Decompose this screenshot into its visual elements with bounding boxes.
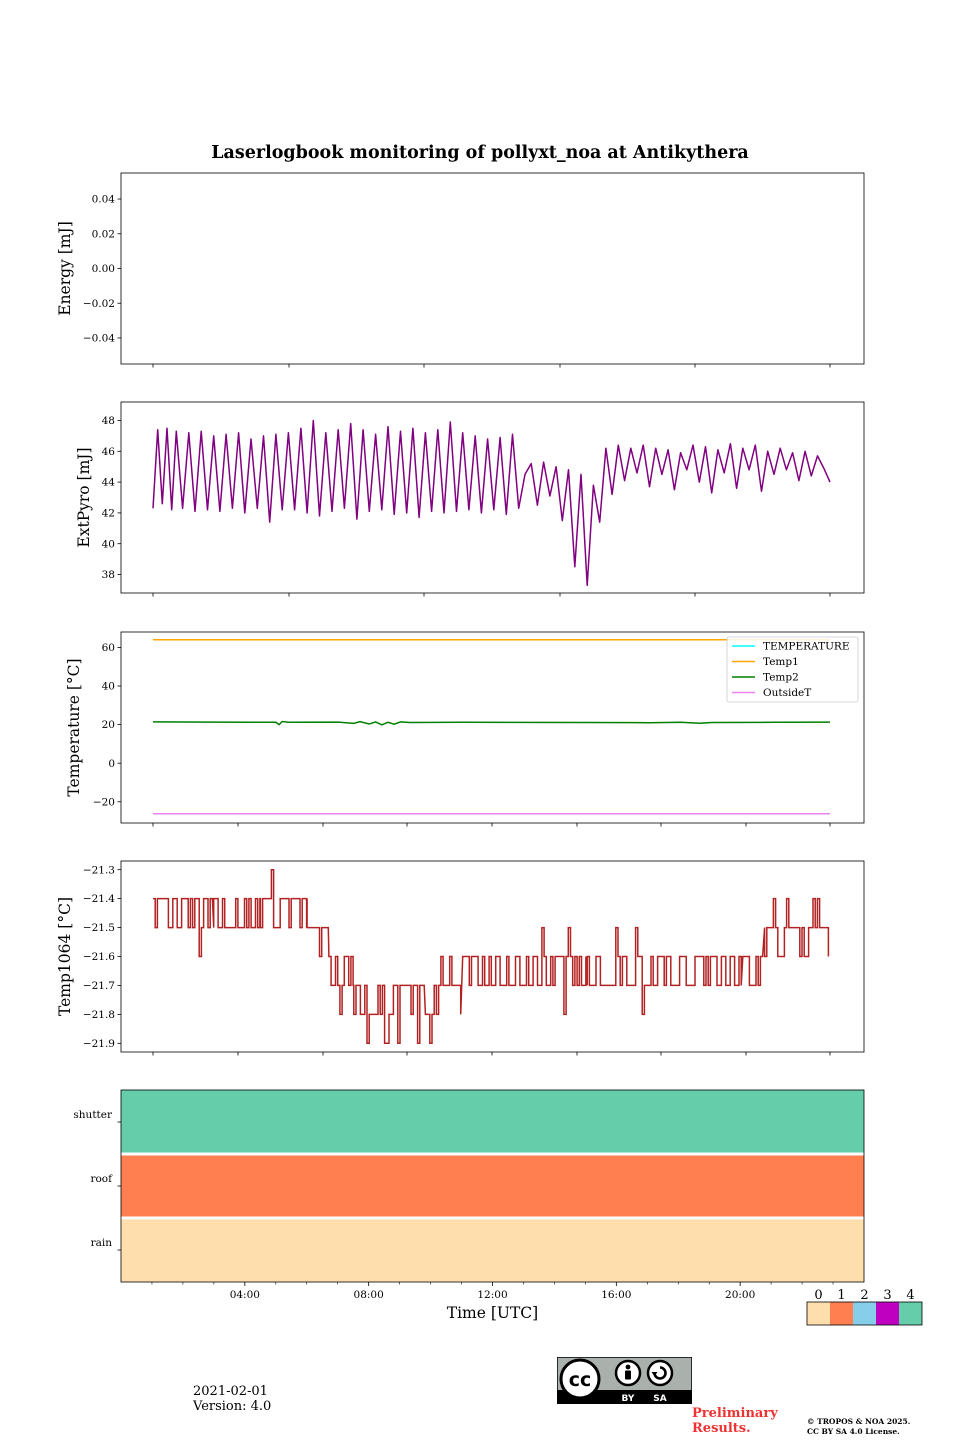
- extpyro-ytick-label: 44: [102, 477, 116, 489]
- copyright-note: © TROPOS & NOA 2025. CC BY SA 4.0 Licens…: [807, 1417, 910, 1437]
- extpyro-ytick-label: 38: [102, 569, 115, 581]
- temperature-ytick-label: 60: [102, 642, 115, 654]
- flag-row-label: rain: [91, 1237, 113, 1249]
- svg-text:BY: BY: [622, 1394, 635, 1404]
- colorbar-frame: [806, 1301, 923, 1326]
- flags-xtick-label: 12:00: [477, 1289, 507, 1301]
- legend-frame: [726, 636, 859, 703]
- temp1064-ytick-label: −21.7: [83, 980, 115, 992]
- flags-xtick-label: 08:00: [354, 1289, 384, 1301]
- preliminary-line-1: Preliminary: [692, 1406, 778, 1421]
- extpyro-frame: [120, 401, 865, 594]
- temperature-ytick-label: 40: [102, 681, 115, 693]
- temperature-panel: −20 0 20 40 60 Temperature [°C] TEMPERATURE Tem…: [65, 631, 865, 827]
- version-label: Version: 4.0: [193, 1399, 272, 1414]
- energy-ytick-label: 0.00: [92, 263, 115, 275]
- legend-label: OutsideT: [763, 687, 811, 699]
- date-label: 2021-02-01: [193, 1384, 268, 1399]
- temp1064-ylabel: Temp1064 [°C]: [56, 897, 74, 1016]
- flag-row-rain: [121, 1218, 864, 1282]
- energy-frame: [120, 172, 865, 365]
- energy-ytick-label: 0.02: [92, 228, 115, 240]
- temperature-ytick-label: −20: [93, 796, 115, 808]
- extpyro-ytick-label: 42: [102, 508, 115, 520]
- flag-row-label: shutter: [73, 1109, 113, 1121]
- copyright-line-1: © TROPOS & NOA 2025.: [807, 1417, 911, 1426]
- legend-label: TEMPERATURE: [763, 641, 850, 653]
- extpyro-ytick-label: 48: [102, 415, 115, 427]
- energy-ytick-label: −0.02: [83, 298, 115, 310]
- temp1064-ytick-label: −21.9: [83, 1038, 115, 1050]
- temp1064-panel: −21.9 −21.8 −21.7 −21.6 −21.5 −21.4 −21.3 Temp1…: [56, 860, 865, 1056]
- preliminary-note: Preliminary Results.: [692, 1406, 778, 1436]
- colorbar-label: 2: [860, 1288, 868, 1303]
- temperature-ylabel: Temperature [°C]: [65, 658, 83, 796]
- flag-row-shutter: [121, 1090, 864, 1154]
- energy-ylabel: Energy [mJ]: [56, 221, 74, 316]
- flag-row-label: roof: [90, 1173, 113, 1185]
- colorbar-label: 3: [883, 1288, 891, 1303]
- copyright-line-2: CC BY SA 4.0 License.: [807, 1427, 900, 1436]
- extpyro-panel: 38 40 42 44 46 48 ExtPyro [mJ]: [75, 401, 865, 597]
- colorbar-swatch-0: [807, 1302, 830, 1325]
- colorbar-label: 1: [837, 1288, 845, 1303]
- temperature-legend: TEMPERATURE Temp1 Temp2 OutsideT: [726, 636, 859, 703]
- temperature-frame: [120, 631, 865, 824]
- legend-label: Temp2: [763, 672, 799, 684]
- temperature-series-temp2: [152, 720, 831, 726]
- extpyro-ytick-label: 46: [102, 446, 116, 458]
- temp1064-ytick-label: −21.6: [83, 951, 115, 963]
- temp1064-ytick-label: −21.4: [83, 893, 115, 905]
- temperature-ytick-label: 0: [108, 758, 115, 770]
- temp1064-frame: [120, 860, 865, 1053]
- figure-title: Laserlogbook monitoring of pollyxt_noa a…: [211, 143, 749, 163]
- flags-xlabel: Time [UTC]: [447, 1304, 538, 1322]
- colorbar-swatch-3: [876, 1302, 899, 1325]
- svg-text:SA: SA: [653, 1394, 666, 1404]
- colorbar-swatch-4: [899, 1302, 922, 1325]
- svg-text:cc: cc: [569, 1369, 592, 1391]
- colorbar-label: 4: [906, 1288, 914, 1303]
- colorbar-swatch-1: [830, 1302, 853, 1325]
- extpyro-ytick-label: 40: [102, 538, 115, 550]
- temperature-ytick-label: 20: [102, 719, 115, 731]
- energy-ytick-label: 0.04: [92, 194, 116, 206]
- date-version-block: 2021-02-01 Version: 4.0: [193, 1384, 271, 1414]
- extpyro-ylabel: ExtPyro [mJ]: [75, 447, 93, 547]
- flags-xtick-label: 16:00: [601, 1289, 631, 1301]
- temp1064-ytick-label: −21.5: [83, 922, 115, 934]
- preliminary-line-2: Results.: [692, 1421, 751, 1436]
- temp1064-ytick-label: −21.3: [83, 864, 115, 876]
- flags-xtick-label: 20:00: [725, 1289, 755, 1301]
- energy-panel: −0.04 −0.02 0.00 0.02 0.04 Energy [mJ]: [56, 172, 865, 368]
- colorbar-swatch-2: [853, 1302, 876, 1325]
- flags-xtick-label: 04:00: [230, 1289, 260, 1301]
- flag-row-roof: [121, 1154, 864, 1218]
- temp1064-ytick-label: −21.8: [83, 1009, 115, 1021]
- flags-panel: shutter roof rain 04:00 08:00 12:00 16:00 20:00…: [73, 1089, 865, 1322]
- cc-by-sa-icon: cc BY SA: [557, 1357, 692, 1404]
- extpyro-series-line: [152, 419, 831, 587]
- energy-ytick-label: −0.04: [83, 333, 115, 345]
- temp1064-series-line: [153, 868, 830, 1045]
- legend-label: Temp1: [763, 656, 799, 668]
- colorbar-label: 0: [814, 1288, 822, 1303]
